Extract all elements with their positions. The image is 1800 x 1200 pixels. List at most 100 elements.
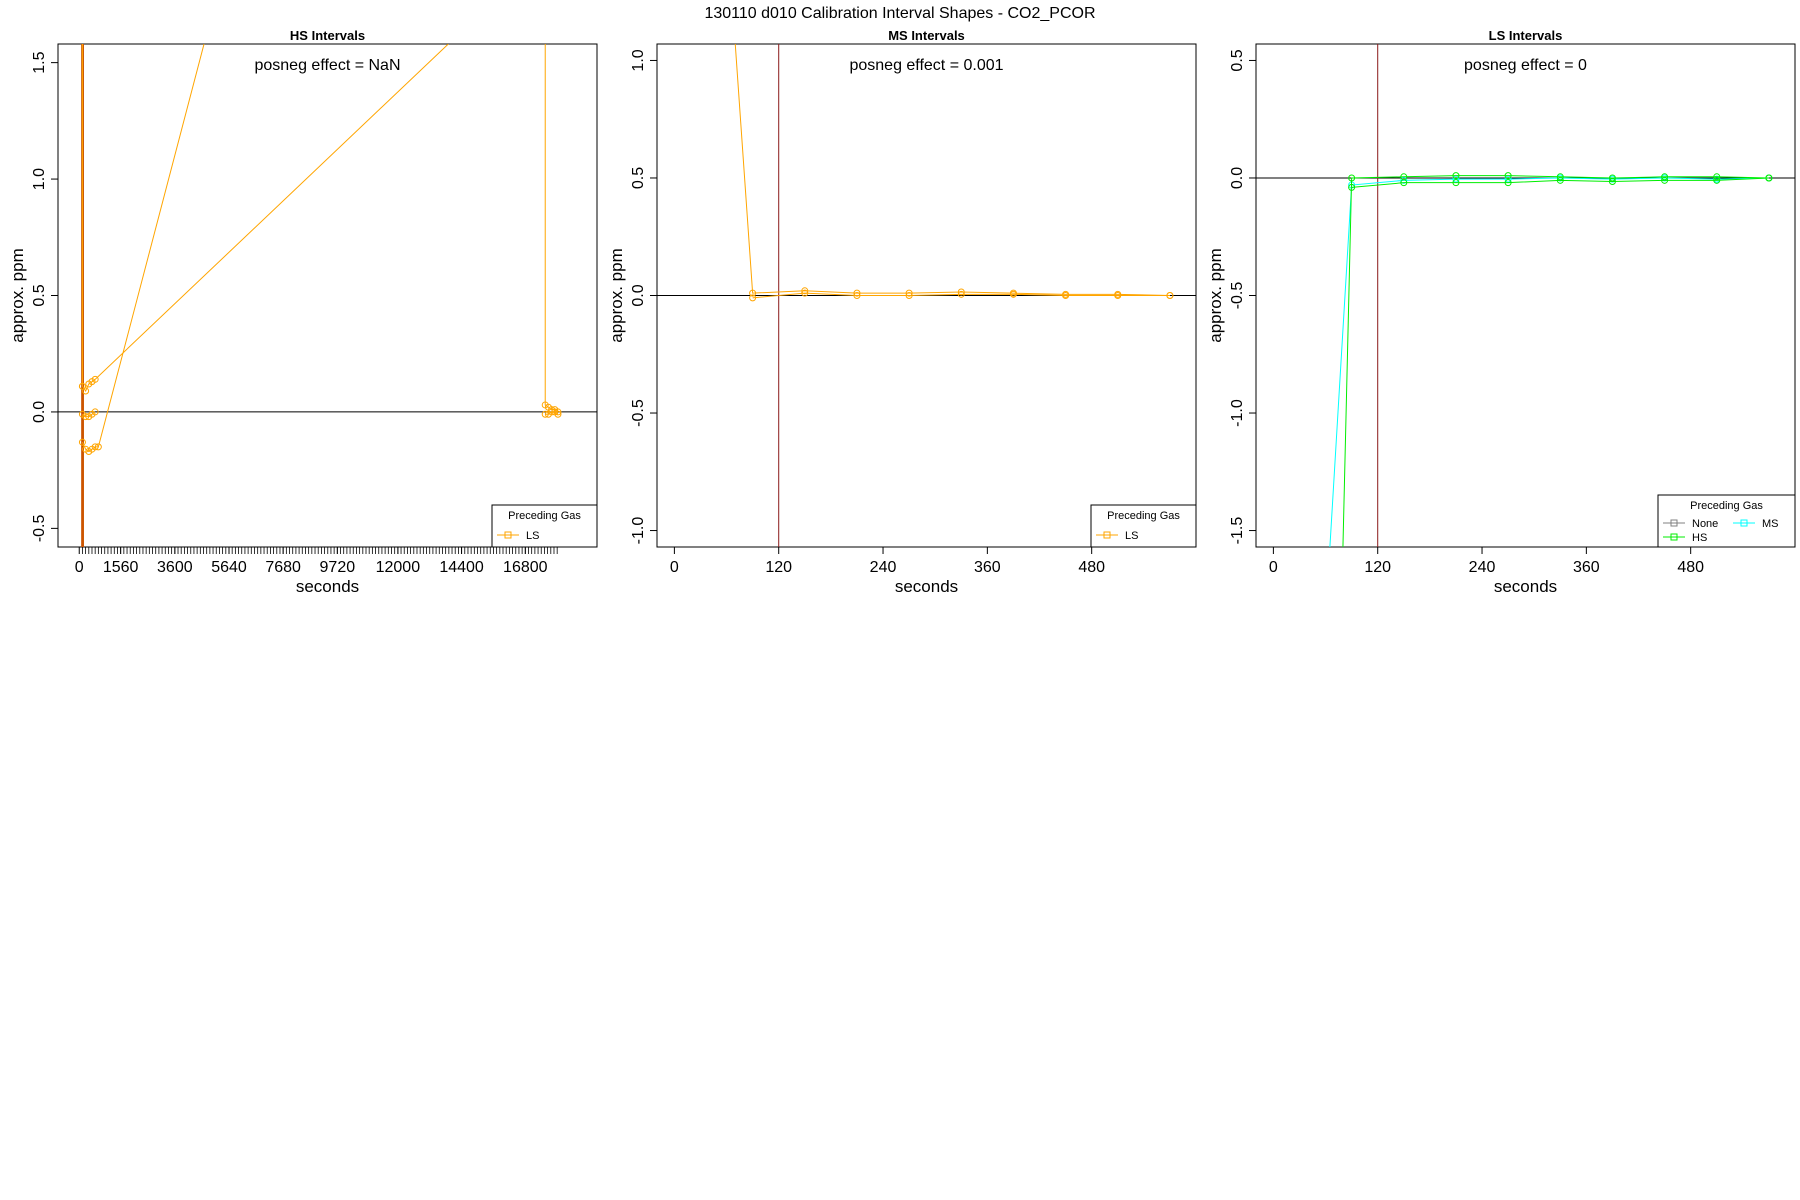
x-tick-label: 480 (1677, 559, 1704, 576)
series-point-ls (853, 292, 861, 299)
legend-swatch-marker (1740, 519, 1748, 527)
y-tick-label: -0.5 (31, 514, 48, 542)
y-tick-label: 1.5 (31, 51, 48, 73)
series-point-ls (78, 438, 86, 446)
y-tick-label: 0.0 (630, 284, 647, 306)
y-tick-label: 0.5 (630, 167, 647, 189)
legend-entry-label: LS (1125, 530, 1138, 542)
figure-title: 130110 d010 Calibration Interval Shapes … (704, 5, 1095, 22)
series-point-hs (1556, 176, 1564, 184)
y-axis-label: approx. ppm (607, 248, 626, 343)
legend-title: Preceding Gas (1107, 510, 1180, 522)
series-point-ls (749, 289, 757, 297)
y-tick-label: -1.0 (630, 517, 647, 545)
series-point-hs (1661, 176, 1669, 184)
y-axis-label: approx. ppm (1206, 248, 1225, 343)
x-tick-label: 0 (1269, 559, 1278, 576)
series-point-ls (82, 413, 90, 421)
series-point-ls (853, 289, 861, 297)
series-point-ls (1009, 290, 1017, 298)
legend-entry-label: LS (526, 530, 539, 542)
series-point-ms (1452, 175, 1460, 183)
x-tick-label: 240 (1469, 559, 1496, 576)
legend-entry-label: HS (1692, 532, 1707, 544)
y-tick-label: -0.5 (1229, 282, 1246, 310)
panel-ms: MS Intervals posneg effect = 0.001 0 120 240… (607, 28, 1197, 596)
plot-frame (1255, 43, 1796, 548)
series-line-ms (1329, 177, 1769, 547)
series-line-hs (1351, 177, 1769, 188)
legend-swatch-marker (1103, 531, 1111, 539)
x-tick-label: 360 (974, 559, 1001, 576)
panel-title: HS Intervals (290, 28, 365, 43)
plot-area (657, 44, 1196, 547)
series-point-ls (749, 294, 757, 302)
posneg-annotation: posneg effect = 0 (1464, 57, 1587, 74)
legend-entry-label: None (1692, 518, 1718, 530)
x-tick-label: 0 (670, 559, 679, 576)
series-point-ls (91, 375, 99, 383)
x-tick-label: 480 (1078, 559, 1105, 576)
panel-title: LS Intervals (1489, 28, 1563, 43)
x-axis-label: seconds (296, 577, 359, 596)
y-tick-label: -1.0 (1229, 399, 1246, 427)
x-axis-label: seconds (895, 577, 958, 596)
series-point-ls (541, 410, 549, 418)
legend-swatch-marker (1670, 533, 1678, 541)
posneg-annotation: posneg effect = 0.001 (849, 57, 1003, 74)
y-tick-label: 0.5 (31, 284, 48, 306)
series-point-ls (82, 387, 90, 395)
series-point-ls (1114, 292, 1122, 299)
series-point-hs (1765, 174, 1773, 182)
plot-area (58, 44, 597, 547)
x-tick-label: 14400 (439, 559, 484, 576)
y-tick-label: -1.5 (1229, 517, 1246, 545)
series-point-hs (1713, 176, 1721, 184)
series-point-hs (1661, 173, 1669, 181)
posneg-annotation: posneg effect = NaN (254, 57, 400, 74)
y-tick-label: 1.0 (31, 168, 48, 190)
y-tick-label: 0.5 (1229, 49, 1246, 71)
x-tick-label: 16800 (503, 559, 548, 576)
series-point-hs (1713, 173, 1721, 181)
series-point-ls (91, 443, 99, 451)
series-point-ls (957, 288, 965, 296)
panel-hs: HS Intervals posneg effect = NaN 0 1560 3600… (8, 28, 598, 596)
plot-frame (57, 43, 598, 548)
series-point-hs (1348, 183, 1356, 191)
series-point-ls (94, 443, 102, 451)
x-tick-label: 120 (1364, 559, 1391, 576)
x-tick-label: 7680 (265, 559, 301, 576)
series-line-ls (82, 44, 449, 392)
panel-title: MS Intervals (888, 28, 965, 43)
series-point-hs (1452, 179, 1460, 187)
y-tick-label: 1.0 (630, 49, 647, 71)
series-point-hs (1400, 179, 1408, 187)
x-tick-label: 120 (765, 559, 792, 576)
series-line-ls (81, 44, 205, 453)
x-tick-label: 1560 (103, 559, 139, 576)
series-point-hs (1504, 179, 1512, 187)
series-point-ls (801, 287, 809, 295)
legend-box (491, 504, 598, 548)
series-point-hs (1556, 173, 1564, 181)
series-point-ms (1504, 175, 1512, 183)
series-point-hs (1608, 178, 1616, 186)
legend-title: Preceding Gas (508, 510, 581, 522)
series-line-hs (1342, 175, 1769, 547)
y-axis-label: approx. ppm (8, 248, 27, 343)
x-tick-label: 360 (1573, 559, 1600, 576)
series-line-ls (544, 44, 559, 413)
legend-title: Preceding Gas (1690, 500, 1763, 512)
panel-ls: LS Intervals posneg effect = 0 0 120 240 360 4… (1206, 28, 1796, 596)
series-point-hs (1608, 174, 1616, 182)
x-tick-label: 3600 (157, 559, 193, 576)
series-point-ls (91, 408, 99, 416)
legend-swatch-marker (504, 531, 512, 539)
series-point-ls (905, 292, 913, 299)
series-point-ls (905, 289, 913, 297)
series-point-hs (1504, 172, 1512, 180)
legend-entry-label: MS (1762, 518, 1779, 530)
series-point-ls (957, 290, 965, 298)
